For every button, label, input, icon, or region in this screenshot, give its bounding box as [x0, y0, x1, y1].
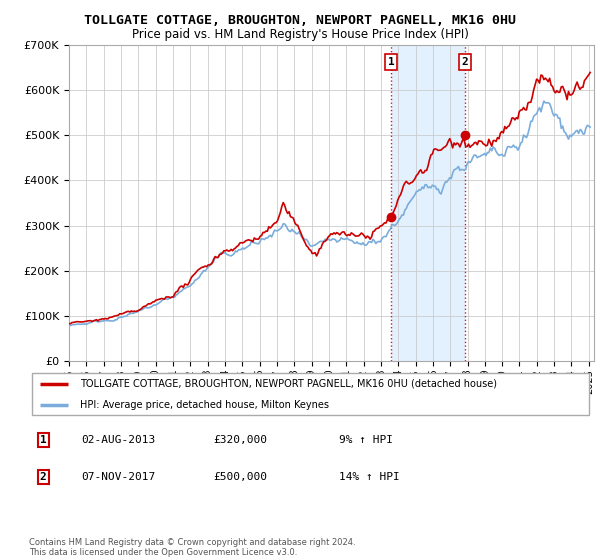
Text: TOLLGATE COTTAGE, BROUGHTON, NEWPORT PAGNELL, MK16 0HU (detached house): TOLLGATE COTTAGE, BROUGHTON, NEWPORT PAG…	[80, 379, 497, 389]
Text: 02-AUG-2013: 02-AUG-2013	[81, 435, 155, 445]
Text: Contains HM Land Registry data © Crown copyright and database right 2024.
This d: Contains HM Land Registry data © Crown c…	[29, 538, 355, 557]
Text: 1: 1	[40, 435, 47, 445]
Text: £500,000: £500,000	[213, 472, 267, 482]
Text: 9% ↑ HPI: 9% ↑ HPI	[339, 435, 393, 445]
Text: 14% ↑ HPI: 14% ↑ HPI	[339, 472, 400, 482]
Text: 2: 2	[40, 472, 47, 482]
Text: Price paid vs. HM Land Registry's House Price Index (HPI): Price paid vs. HM Land Registry's House …	[131, 28, 469, 41]
Text: HPI: Average price, detached house, Milton Keynes: HPI: Average price, detached house, Milt…	[80, 400, 329, 410]
Text: TOLLGATE COTTAGE, BROUGHTON, NEWPORT PAGNELL, MK16 0HU: TOLLGATE COTTAGE, BROUGHTON, NEWPORT PAG…	[84, 14, 516, 27]
Text: 2: 2	[461, 57, 468, 67]
Text: 1: 1	[388, 57, 394, 67]
Text: £320,000: £320,000	[213, 435, 267, 445]
Text: 07-NOV-2017: 07-NOV-2017	[81, 472, 155, 482]
FancyBboxPatch shape	[32, 373, 589, 416]
